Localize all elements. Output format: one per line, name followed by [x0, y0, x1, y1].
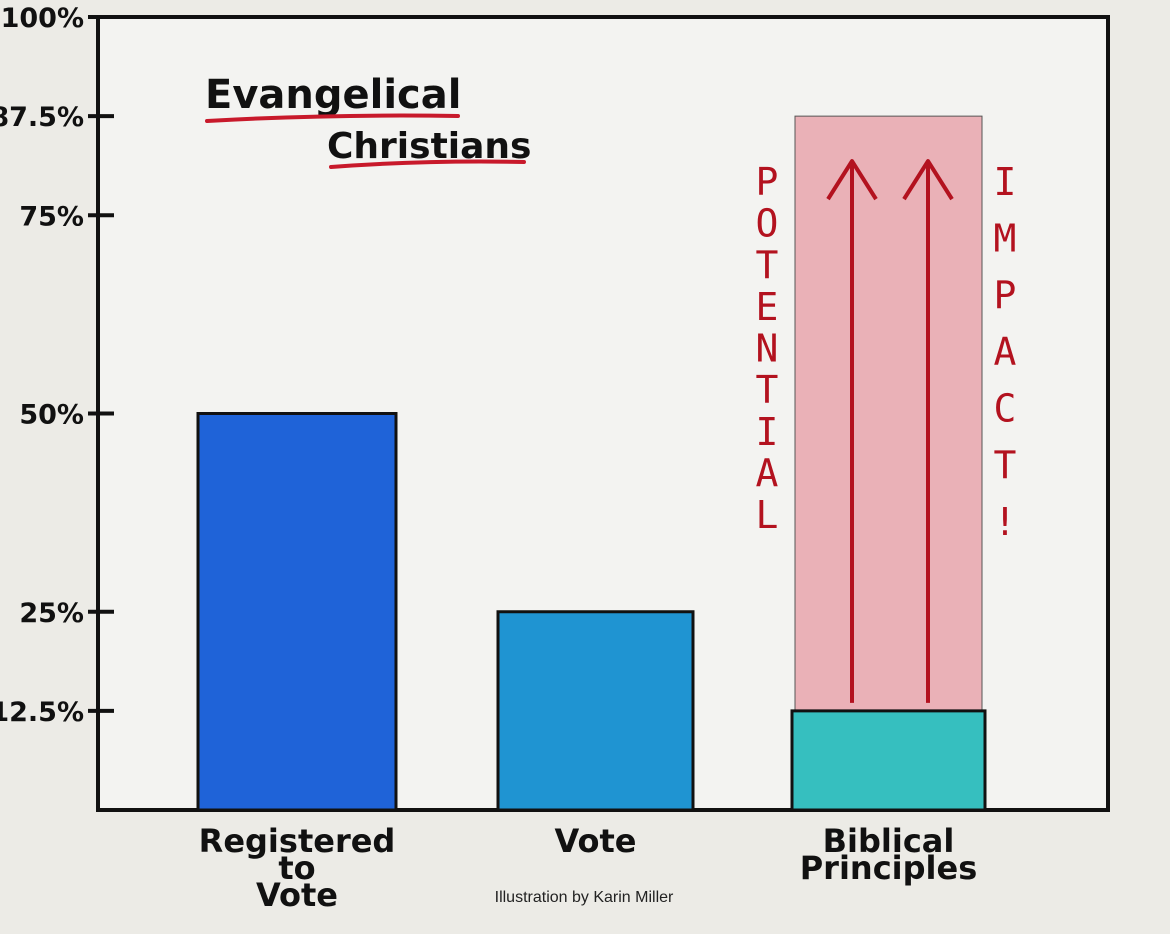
bar-biblical-principles [790, 709, 987, 812]
title-underline-1 [205, 113, 460, 123]
x-category-label: Vote [555, 822, 637, 860]
x-category-label: Registered [199, 822, 396, 860]
y-tick-label: 100% [1, 3, 84, 34]
x-category-label: Principles [800, 849, 978, 887]
y-tick-label: 75% [19, 201, 84, 232]
potential-annotation-letter: T [756, 243, 779, 287]
y-tick-label: 12.5% [0, 697, 84, 728]
x-category-label: Biblical [823, 822, 955, 860]
potential-annotation-letter: P [756, 160, 779, 204]
impact-annotation-letter: M [994, 217, 1017, 261]
impact-annotation-letter: C [994, 387, 1017, 431]
y-tick-label: 50% [19, 400, 84, 431]
potential-annotation-letter: A [756, 451, 779, 495]
arrow-head [902, 159, 954, 201]
potential-annotation-letter: I [756, 410, 779, 454]
potential-annotation-letter: O [756, 202, 779, 246]
potential-annotation-letter: L [756, 493, 779, 537]
chart-title-line-1: Evangelical [205, 72, 461, 118]
potential-annotation-letter: T [756, 368, 779, 412]
impact-annotation-letter: ! [994, 500, 1017, 544]
impact-annotation-letter: I [994, 160, 1017, 204]
bar-vote [496, 610, 695, 812]
x-category-label: to [278, 849, 315, 887]
y-tick-label: 87.5% [0, 102, 84, 133]
potential-bar [794, 115, 983, 712]
impact-annotation-letter: A [994, 330, 1017, 374]
illustration-credit: Illustration by Karin Miller [495, 889, 674, 906]
impact-annotation-letter: T [994, 443, 1017, 487]
impact-annotation-letter: P [994, 273, 1017, 317]
x-category-label: Vote [256, 876, 338, 914]
potential-annotation-letter: N [756, 327, 779, 371]
y-tick-label: 25% [19, 598, 84, 629]
potential-annotation-letter: E [756, 285, 779, 329]
arrow-head [826, 159, 878, 201]
title-underline-2 [329, 159, 526, 169]
bar-registered-to-vote [196, 412, 398, 812]
